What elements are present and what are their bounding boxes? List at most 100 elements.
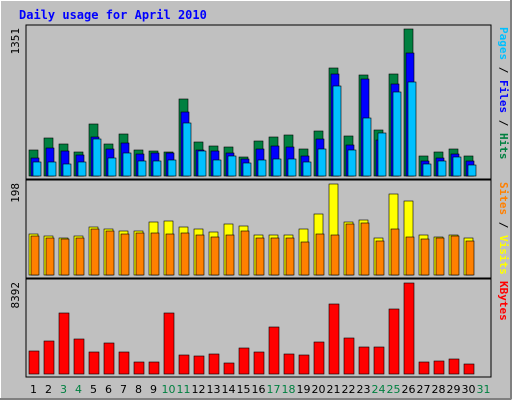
x-tick-label-9: 9 [150,383,157,396]
x-tick-label-4: 4 [75,383,82,396]
bar-sites-day-27 [420,238,430,276]
x-tick-label-7: 7 [120,383,127,396]
x-tick-label-29: 29 [447,383,461,396]
bar-pages-day-17 [272,158,282,177]
legend-pages: Pages [497,27,510,60]
panel-hits: 1351 Pages / Files / Hits [9,24,510,180]
series-legend-hits: Pages / Files / Hits [497,27,510,160]
bar-kbytes-day-16 [253,351,265,375]
bar-sites-day-13 [210,236,220,276]
bar-kbytes-day-29 [448,358,460,375]
bar-kbytes-day-14 [223,362,235,375]
bar-pages-day-9 [152,160,162,177]
legend-separator: / [497,113,510,133]
x-tick-label-16: 16 [252,383,266,396]
x-tick-label-5: 5 [90,383,97,396]
bar-sites-day-8 [135,232,145,276]
bar-kbytes-day-8 [133,361,145,375]
bar-pages-day-26 [407,81,417,177]
bar-kbytes-day-12 [193,355,205,375]
bar-kbytes-day-19 [298,354,310,375]
x-tick-label-21: 21 [327,383,341,396]
bar-sites-day-1 [30,235,40,276]
bar-pages-day-7 [122,152,132,177]
bar-pages-day-5 [92,138,102,177]
bar-pages-day-16 [257,159,267,177]
legend-sites: Sites [497,182,510,215]
x-tick-label-17: 17 [267,383,281,396]
bar-pages-day-24 [377,132,387,177]
bar-kbytes-day-1 [28,350,40,375]
bar-kbytes-day-11 [178,354,190,375]
x-tick-label-26: 26 [402,383,416,396]
bar-kbytes-day-15 [238,347,250,375]
x-tick-label-11: 11 [177,383,191,396]
bar-kbytes-day-2 [43,340,55,375]
series-legend-sites: Sites / Visits [497,182,510,275]
bar-kbytes-day-13 [208,353,220,375]
bar-pages-day-25 [392,91,402,177]
bar-sites-day-6 [105,230,115,276]
x-tick-label-23: 23 [357,383,371,396]
bar-sites-day-16 [255,237,265,276]
bar-kbytes-day-22 [343,337,355,375]
bar-sites-day-2 [45,237,55,276]
bar-sites-day-23 [360,222,370,276]
bar-sites-day-15 [240,230,250,276]
bar-sites-day-4 [75,237,85,276]
bar-kbytes-day-27 [418,361,430,375]
bar-sites-day-29 [450,235,460,276]
bar-pages-day-14 [227,155,237,177]
bar-kbytes-day-9 [148,361,160,375]
bar-kbytes-day-5 [88,351,100,375]
x-tick-label-8: 8 [135,383,142,396]
bar-pages-day-23 [362,117,372,177]
y-max-label-kbytes: 8392 [9,282,22,309]
bar-kbytes-day-20 [313,341,325,375]
x-tick-label-1: 1 [30,383,37,396]
bar-sites-day-11 [180,232,190,276]
x-tick-label-27: 27 [417,383,431,396]
legend-separator: / [497,60,510,80]
x-tick-label-31: 31 [477,383,491,396]
bar-kbytes-day-25 [388,308,400,375]
bar-pages-day-28 [437,160,447,177]
bar-kbytes-day-3 [58,312,70,375]
bar-sites-day-17 [270,237,280,276]
bar-pages-day-30 [467,164,477,177]
chart-title: Daily usage for April 2010 [19,8,207,22]
legend-visits: Visits [497,235,510,275]
x-tick-label-18: 18 [282,383,296,396]
bar-pages-day-21 [332,85,342,177]
bar-sites-day-24 [375,240,385,276]
bar-kbytes-day-6 [103,342,115,375]
bar-sites-day-22 [345,223,355,276]
x-tick-label-14: 14 [222,383,236,396]
panel-kbytes: 8392 KBytes [9,278,510,378]
x-tick-label-19: 19 [297,383,311,396]
bar-sites-day-14 [225,234,235,276]
bar-kbytes-day-4 [73,338,85,375]
x-axis-tick-labels: 1 2 3 4 5 6 7 8 9 10 11 12 13 14 15 16 17 18 19 20 21 22 23 24 2… [30,383,491,396]
series-legend-kbytes: KBytes [497,281,510,321]
x-tick-label-12: 12 [192,383,206,396]
bar-sites-day-12 [195,234,205,276]
bar-pages-day-27 [422,163,432,177]
bar-kbytes-day-10 [163,312,175,375]
bar-sites-day-26 [405,236,415,276]
legend-hits: Hits [497,133,510,160]
bar-pages-day-29 [452,156,462,177]
bar-sites-day-20 [315,233,325,276]
bar-sites-day-5 [90,228,100,276]
bar-pages-day-11 [182,122,192,177]
legend-files: Files [497,80,510,113]
bar-kbytes-day-26 [403,282,415,375]
x-tick-label-22: 22 [342,383,356,396]
bar-sites-day-7 [120,233,130,276]
bar-kbytes-day-28 [433,360,445,375]
bar-pages-day-22 [347,149,357,177]
bar-pages-day-20 [317,148,327,177]
bar-sites-day-10 [165,233,175,276]
x-tick-label-3: 3 [60,383,67,396]
bar-kbytes-day-18 [283,353,295,375]
